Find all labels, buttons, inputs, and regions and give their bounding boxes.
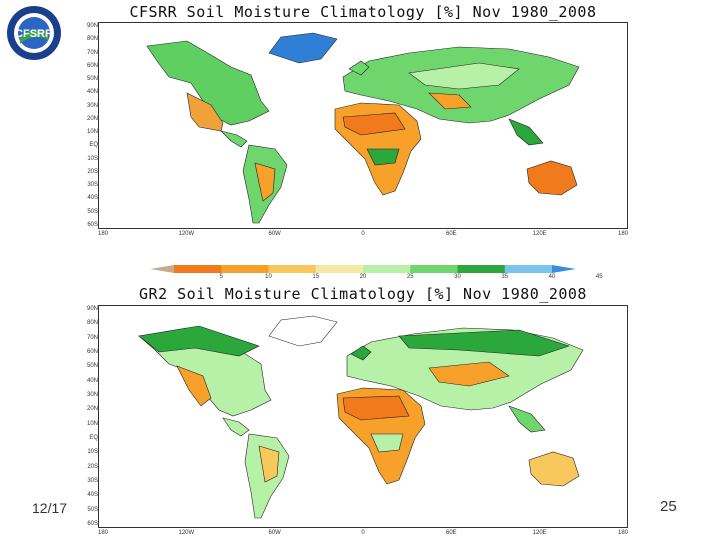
latitude-label: 20S [87, 168, 98, 175]
latitude-label: 50N [86, 76, 98, 83]
colorbar-label: 20 [359, 274, 367, 280]
colorbar-segment [410, 265, 458, 273]
latitude-label: 10S [87, 155, 98, 162]
colorbar-segment [174, 265, 222, 273]
longitude-label: 60E [445, 530, 457, 536]
longitude-label: 120W [178, 530, 195, 536]
latitude-label: 30N [86, 102, 98, 109]
map-gr2 [98, 305, 628, 528]
latitude-labels-bottom: 90N 80N 70N 60N 50N 40N 30N 20N 10N EQ 10S 20S 30S 40… [78, 305, 98, 528]
latitude-label: 50S [87, 208, 98, 215]
colorbar-segment [363, 265, 411, 273]
map-title-gr2: GR2 Soil Moisture Climatology [%] Nov 19… [139, 285, 587, 303]
latitude-labels-top: 90N 80N 70N 60N 50N 40N 30N 20N 10N EQ 10S 20S 30S 40… [78, 22, 98, 229]
colorbar-label: 40 [548, 274, 556, 280]
longitude-label: 120E [532, 231, 547, 237]
latitude-label: 10N [86, 420, 98, 427]
latitude-label: 60N [86, 62, 98, 69]
longitude-labels-top: 180 120W 60W 0 60E 120E 180 [98, 231, 628, 239]
longitude-label: 60W [268, 231, 281, 237]
map-title-cfsrr: CFSRR Soil Moisture Climatology [%] Nov … [129, 3, 597, 21]
latitude-label: 40N [86, 377, 98, 384]
latitude-label: 20N [86, 115, 98, 122]
latitude-label: 30N [86, 392, 98, 398]
latitude-label: 90N [86, 23, 98, 29]
longitude-label: 120E [532, 530, 547, 536]
latitude-label: 60S [87, 521, 98, 527]
latitude-label: 20S [87, 463, 98, 470]
longitude-label: 120W [178, 231, 195, 237]
latitude-label: 50S [87, 506, 98, 513]
latitude-label: 50N [86, 363, 98, 370]
colorbar-segment [457, 265, 506, 273]
longitude-label: 180 [98, 231, 109, 237]
latitude-label: 70N [86, 334, 98, 341]
longitude-label: 180 [617, 231, 628, 237]
colorbar-label: 10 [265, 274, 272, 280]
longitude-label: 180 [98, 530, 109, 536]
latitude-label: 40S [87, 195, 98, 202]
colorbar-label: 30 [454, 274, 461, 280]
latitude-label: 70N [86, 49, 98, 56]
latitude-label: 90N [86, 306, 98, 312]
latitude-label: 40S [87, 492, 98, 499]
colorbar-label: 5 [219, 274, 223, 280]
colorbar-low-arrow [150, 265, 174, 273]
latitude-label: EQ [89, 142, 98, 149]
latitude-label: 20N [86, 406, 98, 413]
latitude-label: 30S [87, 478, 98, 484]
colorbar-label: 15 [312, 274, 320, 280]
latitude-label: 10S [87, 449, 98, 456]
latitude-label: EQ [89, 435, 98, 441]
colorbar-segment [268, 265, 317, 273]
longitude-label: 180 [617, 530, 628, 536]
longitude-labels-bottom: 180 120W 60W 0 60E 120E 180 [98, 530, 628, 538]
footer-date: 12/17 [32, 500, 68, 516]
page-number: 25 [660, 498, 677, 515]
colorbar-label: 25 [406, 274, 414, 280]
latitude-label: 60S [87, 222, 98, 228]
colorbar-segment [315, 265, 364, 273]
cfsrr-logo: CFSRR [4, 4, 64, 62]
longitude-label: 0 [361, 231, 365, 237]
colorbar-label: 35 [501, 274, 509, 280]
latitude-label: 30S [87, 182, 98, 189]
colorbar: 5 10 15 20 25 30 35 40 45 [150, 265, 603, 285]
latitude-label: 40N [86, 89, 98, 96]
colorbar-label: 45 [595, 274, 603, 280]
colorbar-segment [504, 265, 553, 273]
latitude-label: 60N [86, 349, 98, 355]
latitude-label: 10N [86, 129, 98, 136]
colorbar-high-arrow [552, 265, 576, 273]
colorbar-segment [221, 265, 269, 273]
logo-text: CFSRR [15, 28, 53, 40]
map-cfsrr [98, 22, 628, 229]
longitude-label: 60E [445, 231, 457, 237]
longitude-label: 0 [361, 530, 365, 536]
longitude-label: 60W [268, 530, 281, 536]
latitude-label: 80N [86, 36, 98, 43]
latitude-label: 80N [86, 320, 98, 327]
